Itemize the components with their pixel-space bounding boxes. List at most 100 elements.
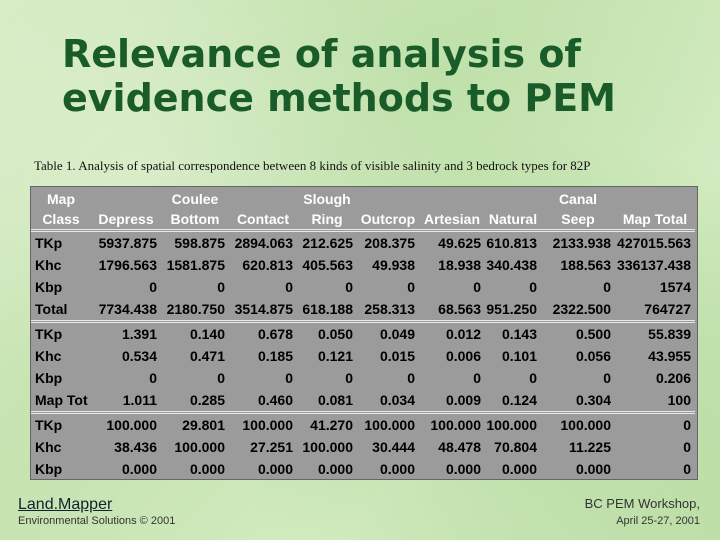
column-header: Natural [485, 187, 541, 231]
table-cell: 208.375 [357, 229, 419, 254]
column-header-line2: Class [42, 211, 80, 227]
row-label: Kbp [35, 279, 63, 295]
table-cell: 0.050 [297, 320, 357, 345]
table-row: Kbp 0 0 0 0 0 0 0 0 1574 [31, 276, 695, 298]
table-cell: 0.534 [121, 348, 157, 364]
footer-copyright: Environmental Solutions © 2001 [18, 515, 176, 527]
table-cell: 1574 [659, 279, 691, 295]
table-row: TKp 5937.875 598.875 2894.063 212.625 208.375… [31, 229, 695, 254]
table-cell: 0 [149, 279, 157, 295]
table-cell: 11.225 [568, 439, 611, 455]
column-header-line2: Map Total [622, 211, 688, 227]
table-cell: 5937.875 [91, 229, 161, 254]
column-header: Contact [229, 187, 297, 231]
table-cell: 0.034 [379, 392, 415, 408]
table-cell: 0.206 [655, 370, 691, 386]
table-cell: 41.270 [297, 411, 357, 436]
table-cell: 100 [667, 392, 691, 408]
row-label: Kbp [35, 370, 63, 386]
table-header-row: Map Class Depress Coulee Bottom Contact Slou… [31, 187, 695, 231]
table-cell: 100.000 [302, 439, 353, 455]
column-header-line1 [359, 189, 417, 209]
table-cell: 1.391 [91, 320, 161, 345]
table-cell: 27.251 [250, 439, 293, 455]
table-cell: 48.478 [438, 439, 481, 455]
table-cell: 1.011 [122, 392, 157, 408]
row-label: TKp [31, 411, 91, 436]
table-cell: 427015.563 [615, 229, 695, 254]
column-header: Coulee Bottom [161, 187, 229, 231]
table-cell: 0 [473, 279, 481, 295]
column-header-line2: Ring [311, 211, 343, 227]
table-cell: 0 [603, 370, 611, 386]
table-cell: 0.140 [161, 320, 229, 345]
column-header-line2: Contact [236, 211, 290, 227]
column-header: Canal Seep [541, 187, 615, 231]
table-cell: 1581.875 [166, 257, 225, 273]
column-header: Map Class [31, 187, 91, 231]
table-cell: 212.625 [297, 229, 357, 254]
table-cell: 0 [407, 370, 415, 386]
table-cell: 0.000 [445, 461, 481, 477]
table-cell: 0 [285, 279, 293, 295]
footer-brand: Land.Mapper [18, 496, 113, 513]
table-cell: 0.185 [257, 348, 293, 364]
table-row: TKp 100.000 29.801 100.000 41.270 100.000 100.… [31, 411, 695, 436]
table-cell: 43.955 [648, 348, 691, 364]
table-cell: 618.188 [302, 301, 353, 317]
table-cell: 340.438 [486, 257, 537, 273]
table-cell: 610.813 [485, 229, 541, 254]
column-header-line1 [421, 189, 483, 209]
table-cell: 100.000 [174, 439, 225, 455]
column-header-line1: Slough [303, 191, 351, 207]
column-header-line2: Natural [488, 211, 538, 227]
table-cell: 405.563 [302, 257, 353, 273]
table-caption: Table 1. Analysis of spatial corresponde… [34, 158, 591, 173]
table-cell: 100.000 [541, 411, 615, 436]
table-cell: 0 [615, 411, 695, 436]
column-header-line1 [93, 189, 159, 209]
table-row: Map Tot 1.011 0.285 0.460 0.081 0.034 0.009 0.1… [31, 389, 695, 413]
table-cell: 0.000 [317, 461, 353, 477]
table-cell: 0.012 [419, 320, 485, 345]
table-cell: 0.056 [575, 348, 611, 364]
table-cell: 0.000 [379, 461, 415, 477]
table-cell: 0 [345, 279, 353, 295]
table-cell: 7734.438 [98, 301, 157, 317]
table-cell: 764727 [644, 301, 691, 317]
table-row: Khc 1796.563 1581.875 620.813 405.563 49.938 1… [31, 254, 695, 276]
table-cell: 29.801 [161, 411, 229, 436]
table-body: TKp 5937.875 598.875 2894.063 212.625 208.375… [31, 229, 695, 481]
column-header: Artesian [419, 187, 485, 231]
table-cell: 0.143 [485, 320, 541, 345]
table-cell: 0.124 [501, 392, 537, 408]
table-cell: 49.938 [372, 257, 415, 273]
table-cell: 951.250 [486, 301, 537, 317]
table-cell: 0.285 [189, 392, 225, 408]
table-cell: 0 [473, 370, 481, 386]
table-cell: 30.444 [372, 439, 415, 455]
data-table: Map Class Depress Coulee Bottom Contact Slou… [31, 187, 695, 480]
table-cell: 0.000 [257, 461, 293, 477]
table-cell: 0.500 [541, 320, 615, 345]
row-label: Kbp [35, 461, 63, 477]
column-header-line1 [487, 189, 539, 209]
column-header-line1: Map [47, 191, 75, 207]
table-cell: 3514.875 [234, 301, 293, 317]
table-cell: 0.000 [189, 461, 225, 477]
table-cell: 0.000 [575, 461, 611, 477]
row-label: Total [35, 301, 68, 317]
table-cell: 2133.938 [541, 229, 615, 254]
column-header-line2: Seep [561, 211, 595, 227]
table-cell: 598.875 [161, 229, 229, 254]
table-cell: 49.625 [419, 229, 485, 254]
table-cell: 0.304 [575, 392, 611, 408]
table-cell: 0 [217, 279, 225, 295]
table-cell: 0.009 [445, 392, 481, 408]
table-cell: 18.938 [438, 257, 481, 273]
table-cell: 0.081 [317, 392, 353, 408]
row-label: TKp [31, 320, 91, 345]
table-cell: 0.015 [379, 348, 415, 364]
table-cell: 2180.750 [166, 301, 225, 317]
table-cell: 0 [529, 279, 537, 295]
